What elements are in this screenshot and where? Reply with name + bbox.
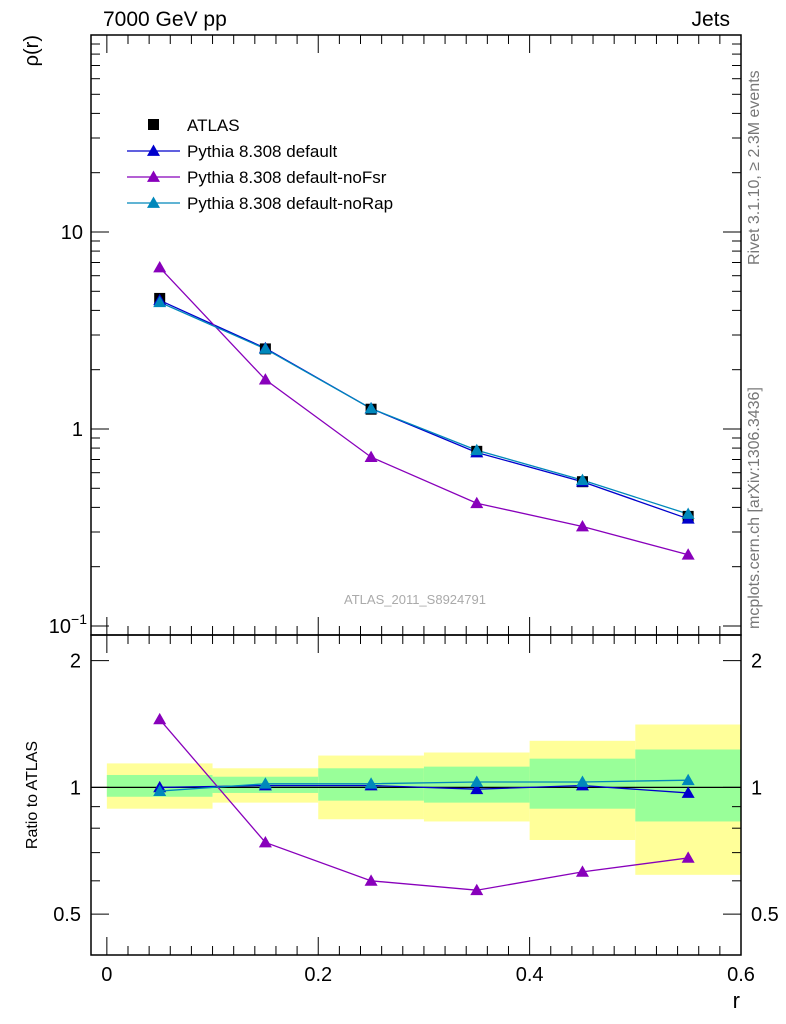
mc-data-point [153, 261, 167, 273]
mc-data-point [575, 519, 589, 532]
legend-label: ATLAS [187, 116, 240, 135]
ratio-data-point [470, 775, 484, 787]
mc-data-point [575, 473, 589, 486]
legend-label: Pythia 8.308 default [187, 142, 338, 161]
ratio-series-line [159, 779, 689, 792]
mc-data-point [470, 443, 484, 456]
ratio-data-point [575, 865, 589, 877]
legend-item: Pythia 8.308 default [127, 142, 338, 161]
y-tick-label: 10 [61, 222, 83, 244]
ratio-data-point [681, 851, 695, 863]
ratio-y-tick-label-right: 0.5 [751, 904, 779, 926]
ratio-series-line [159, 784, 689, 794]
legend-marker [147, 144, 160, 156]
mc-data-point [364, 402, 378, 414]
header-title-left: 7000 GeV pp [103, 8, 227, 31]
ratio-data-point [681, 773, 695, 786]
series-line [159, 267, 689, 556]
ratio-data-point [153, 712, 167, 725]
ratio-panel: 0 0.2 0.4 0.6r 0.5 0.5 1 1 2 2 Ratio to ATLAS [24, 634, 779, 1013]
mc-data-point [681, 507, 695, 519]
uncertainty-band-inner [635, 749, 741, 822]
legend-marker [147, 170, 160, 182]
y-tick-label: 10−1 [49, 611, 87, 638]
x-tick-label: 0.6 [727, 964, 755, 986]
mc-data-point [681, 548, 695, 560]
series-line [159, 299, 689, 520]
ratio-y-tick-label: 2 [70, 651, 81, 673]
ratio-y-tick-label-right: 2 [751, 651, 762, 673]
y-tick-label-base: 10 [49, 616, 71, 638]
y-tick-label-exponent: −1 [71, 611, 87, 627]
ratio-data-point [258, 835, 272, 848]
legend-item: ATLAS [148, 116, 240, 135]
ratio-data-point [575, 775, 589, 787]
ratio-data-point [364, 777, 378, 789]
ratio-y-axis-label: Ratio to ATLAS [24, 741, 41, 849]
y-tick-label: 1 [72, 419, 83, 441]
ratio-data-point [364, 874, 378, 886]
series-line [159, 301, 689, 515]
ratio-data-point [258, 777, 272, 789]
ratio-data-point [681, 786, 695, 798]
legend-label: Pythia 8.308 default-noRap [187, 194, 393, 213]
x-tick-label: 0 [101, 964, 112, 986]
ratio-series-line [159, 718, 689, 891]
ratio-y-tick-label: 0.5 [53, 904, 81, 926]
mc-data-point [258, 342, 272, 354]
ratio-data-point [470, 782, 484, 795]
legend-item: Pythia 8.308 default-noFsr [127, 168, 387, 187]
ratio-data-point [153, 784, 167, 796]
legend: ATLAS Pythia 8.308 default Pythia 8.308 de… [127, 116, 393, 213]
mc-data-point [470, 496, 484, 509]
watermark: ATLAS_2011_S8924791 [344, 592, 486, 607]
legend-marker [147, 196, 160, 208]
ratio-y-tick-label-right: 1 [751, 777, 762, 799]
header-title-right: Jets [691, 8, 730, 31]
x-axis-label: r [733, 988, 740, 1013]
y-axis-label: ρ(r) [21, 35, 43, 66]
x-tick-label: 0.2 [304, 964, 332, 986]
mc-data-point [258, 373, 272, 385]
ratio-y-tick-label: 1 [70, 777, 81, 799]
ratio-frame [90, 634, 742, 956]
legend-marker [148, 119, 159, 130]
mc-data-point [364, 450, 378, 462]
mc-data-point [153, 295, 167, 308]
legend-label: Pythia 8.308 default-noFsr [187, 168, 387, 187]
ratio-data-point [470, 883, 484, 896]
legend-item: Pythia 8.308 default-noRap [127, 194, 393, 213]
x-tick-label: 0.4 [516, 964, 544, 986]
